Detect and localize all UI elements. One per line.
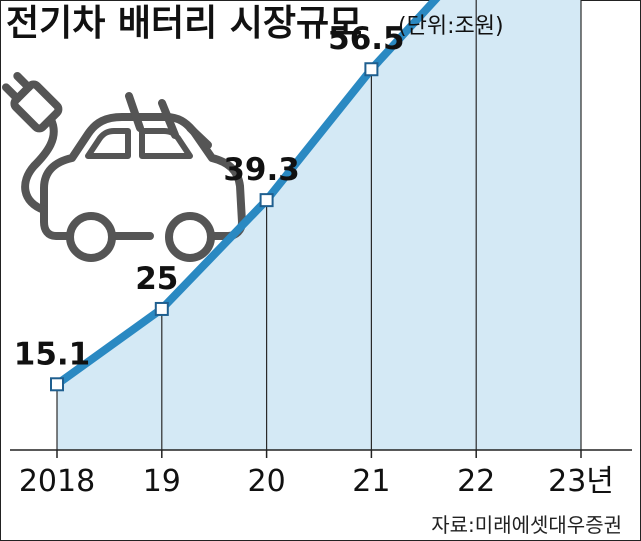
- data-point: [50, 377, 64, 392]
- x-tick-label: 20: [248, 464, 286, 499]
- data-point: [364, 62, 379, 77]
- data-label: 15.1: [14, 336, 91, 372]
- chart-title: 전기차 배터리 시장규모: [6, 3, 362, 44]
- x-tick-label: 2018: [19, 464, 95, 499]
- source-label: 자료:미래에셋대우증권: [431, 513, 622, 537]
- marker-layer: [50, 62, 379, 392]
- data-point: [154, 301, 169, 316]
- series-line-layer: [53, 0, 441, 389]
- x-tick-label: 22: [457, 464, 495, 499]
- electric-car-charging-icon: [2, 72, 246, 262]
- series-line: [53, 0, 441, 389]
- x-tick-label: 23년: [548, 464, 614, 499]
- x-tick-label: 19: [143, 464, 181, 499]
- area-fill-layer: [56, 0, 582, 458]
- data-label: 39.3: [223, 152, 300, 188]
- data-point: [259, 193, 274, 208]
- unit-label: (단위:조원): [398, 14, 504, 39]
- x-tick-label: 21: [352, 464, 390, 499]
- x-tick-layer: 2018 19 20 21 22 23년: [19, 464, 614, 499]
- area-fill: [57, 0, 581, 450]
- data-label: 25: [135, 261, 178, 297]
- data-label: 56.5: [328, 21, 405, 57]
